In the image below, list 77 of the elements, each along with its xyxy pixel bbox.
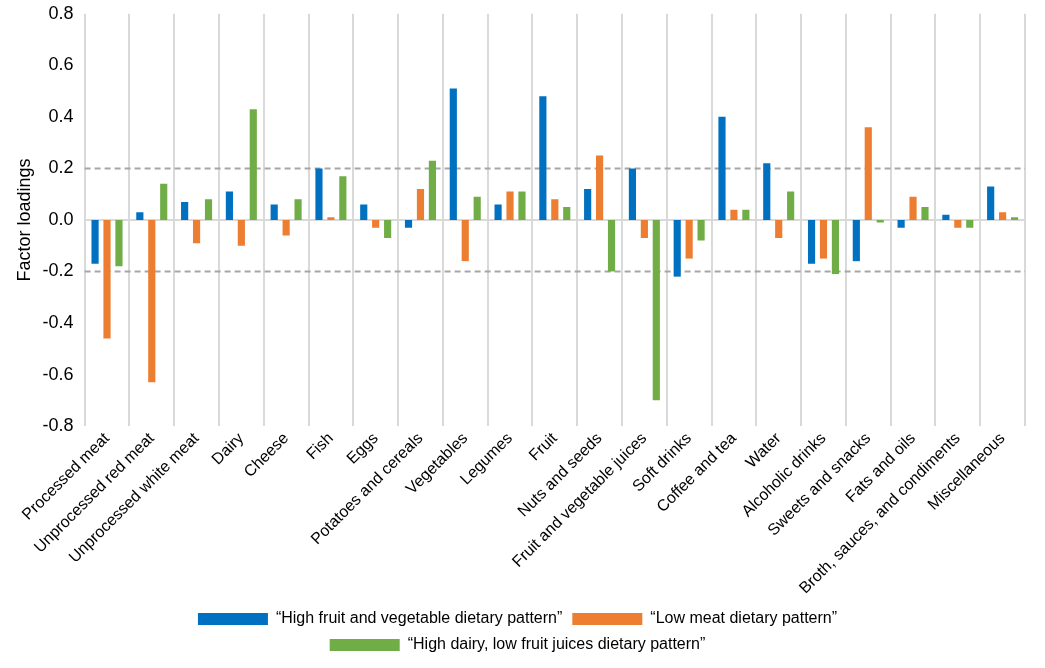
bar [652,219,660,401]
bar [416,189,425,220]
bar [249,109,257,220]
bar [942,214,950,220]
bar [718,116,726,220]
bar [640,219,648,238]
bar [607,219,616,272]
y-tick-label: 0.0 [48,208,74,229]
bar [294,199,302,220]
bar [897,219,905,228]
bar [909,196,917,220]
legend-label: “High dairy, low fruit juices dietary pattern” [407,635,706,653]
bar [461,219,469,262]
y-tick-label: 0.8 [48,2,74,23]
bar [876,219,884,223]
bar [384,219,392,238]
bar [237,219,245,246]
bar [136,212,144,220]
bar [115,219,123,267]
bar [807,219,816,264]
bar [954,219,962,228]
x-tick-label: Fish [302,429,337,463]
bar [148,219,156,383]
bar [270,204,278,220]
bar [103,219,111,339]
y-tick-label: 0.2 [48,157,74,178]
bar [91,219,99,264]
bar [628,168,637,220]
bar [787,191,795,220]
bar [494,204,502,220]
bar [506,191,514,220]
bar [539,96,547,220]
bar [225,191,233,220]
bar [428,160,436,220]
bar [339,176,347,220]
bar [697,219,705,241]
bar [852,219,860,262]
y-tick-label: 0.6 [48,54,74,75]
bar [775,219,783,238]
bar [819,219,828,259]
bar [360,204,368,220]
bar [563,207,571,220]
bar [987,186,995,220]
bar [999,212,1007,220]
bar [327,217,335,220]
bar [831,219,840,275]
bar [315,168,323,220]
bar [473,196,481,220]
y-axis-title: Factor loadings [13,158,34,282]
bar [551,199,559,220]
bar [160,183,168,220]
y-tick-label: -0.2 [42,260,74,281]
legend-label: “High fruit and vegetable dietary pattern” [275,609,563,627]
bar [1010,217,1019,220]
bar [864,127,872,220]
bar [372,219,380,228]
bar [518,191,526,220]
y-tick-label: -0.6 [42,363,74,384]
bar [730,209,738,220]
bar [181,201,189,220]
y-tick-label: -0.4 [42,311,74,332]
bar [673,219,681,277]
y-tick-label: -0.8 [42,415,74,436]
bar [742,209,750,220]
bar [404,219,413,228]
bar [763,163,771,220]
bar [596,155,604,220]
bar [966,219,974,228]
bar [921,207,929,220]
bar [282,219,290,236]
bar [685,219,693,259]
bar [449,88,457,220]
bar [192,219,201,244]
bar [204,199,213,220]
y-tick-label: 0.4 [48,105,74,126]
bar [584,189,592,220]
legend-label: “Low meat dietary pattern” [650,609,838,627]
